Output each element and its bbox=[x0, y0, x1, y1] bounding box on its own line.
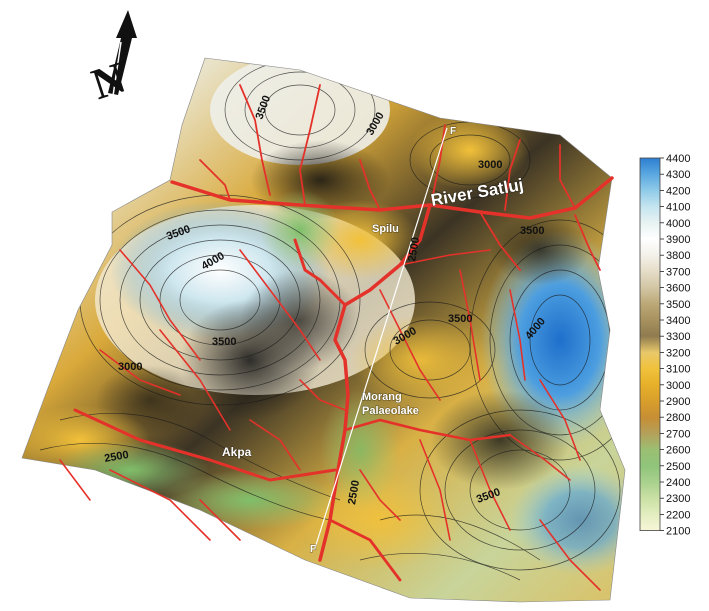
legend-color-bar bbox=[639, 157, 661, 532]
legend-tick-label: 2200 bbox=[666, 509, 690, 521]
legend-tick-label: 2400 bbox=[666, 477, 690, 489]
legend-tick-label: 3100 bbox=[666, 364, 690, 376]
legend-tick-label: 4300 bbox=[666, 169, 690, 181]
legend-tick-label: 2800 bbox=[666, 412, 690, 424]
legend-tick-label: 4000 bbox=[666, 218, 690, 230]
legend-tick-label: 2700 bbox=[666, 428, 690, 440]
morang-label: Morang bbox=[362, 391, 402, 403]
legend-tick-label: 3200 bbox=[666, 347, 690, 359]
legend-tick-label: 3900 bbox=[666, 234, 690, 246]
contour-label: 3500 bbox=[520, 225, 544, 237]
legend-tick-label: 2500 bbox=[666, 461, 690, 473]
legend-tick-label: 2300 bbox=[666, 493, 690, 505]
legend-tick-label: 4200 bbox=[666, 185, 690, 197]
contour-lines bbox=[39, 59, 625, 581]
legend-tick-label: 2100 bbox=[666, 526, 690, 538]
contour-label: 2500 bbox=[103, 449, 129, 465]
legend-tick-label: 2900 bbox=[666, 396, 690, 408]
legend-tick-label: 3300 bbox=[666, 331, 690, 343]
cross-section-line bbox=[314, 127, 448, 549]
legend-tick-label: 3800 bbox=[666, 250, 690, 262]
contour-label: 3500 bbox=[448, 313, 472, 325]
legend-tick-label: 3500 bbox=[666, 299, 690, 311]
drainage-network bbox=[59, 84, 614, 591]
section-label-bottom: F bbox=[310, 544, 316, 555]
spilu-label: Spilu bbox=[372, 223, 399, 235]
legend-tick-label: 3600 bbox=[666, 283, 690, 295]
legend-tick-label: 4100 bbox=[666, 202, 690, 214]
palaeolake-label: Palaeolake bbox=[362, 405, 419, 417]
section-label-top: F bbox=[450, 126, 456, 137]
contour-label: 2500 bbox=[346, 479, 362, 505]
contour-label: 2500 bbox=[406, 236, 422, 262]
akpa-label: Akpa bbox=[222, 445, 252, 459]
contour-label: 3500 bbox=[212, 336, 236, 348]
elevation-legend: 4400 4300 4200 4100 4000 3900 3800 3700 3600 3500… bbox=[639, 153, 690, 538]
legend-tick-label: 3700 bbox=[666, 266, 690, 278]
legend-tick-label: 3400 bbox=[666, 315, 690, 327]
legend-tick-label: 4400 bbox=[666, 153, 690, 165]
contour-label: 3000 bbox=[118, 361, 142, 373]
legend-tick-label: 2600 bbox=[666, 445, 690, 457]
north-arrow-icon: N bbox=[86, 10, 137, 109]
contour-label: 3000 bbox=[478, 159, 502, 171]
terrain-outline bbox=[21, 57, 626, 603]
legend-tick-label: 3000 bbox=[666, 380, 690, 392]
